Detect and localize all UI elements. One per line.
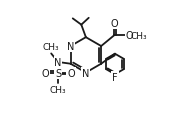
Text: O: O: [41, 68, 49, 78]
Text: N: N: [82, 68, 90, 78]
Text: O: O: [110, 19, 118, 29]
Text: N: N: [67, 42, 74, 52]
Text: CH₃: CH₃: [130, 31, 147, 40]
Text: O: O: [126, 31, 133, 41]
Text: CH₃: CH₃: [43, 43, 60, 52]
Text: CH₃: CH₃: [50, 85, 66, 94]
Text: N: N: [54, 58, 62, 67]
Text: S: S: [55, 68, 61, 78]
Text: O: O: [67, 68, 75, 78]
Text: F: F: [112, 72, 118, 82]
